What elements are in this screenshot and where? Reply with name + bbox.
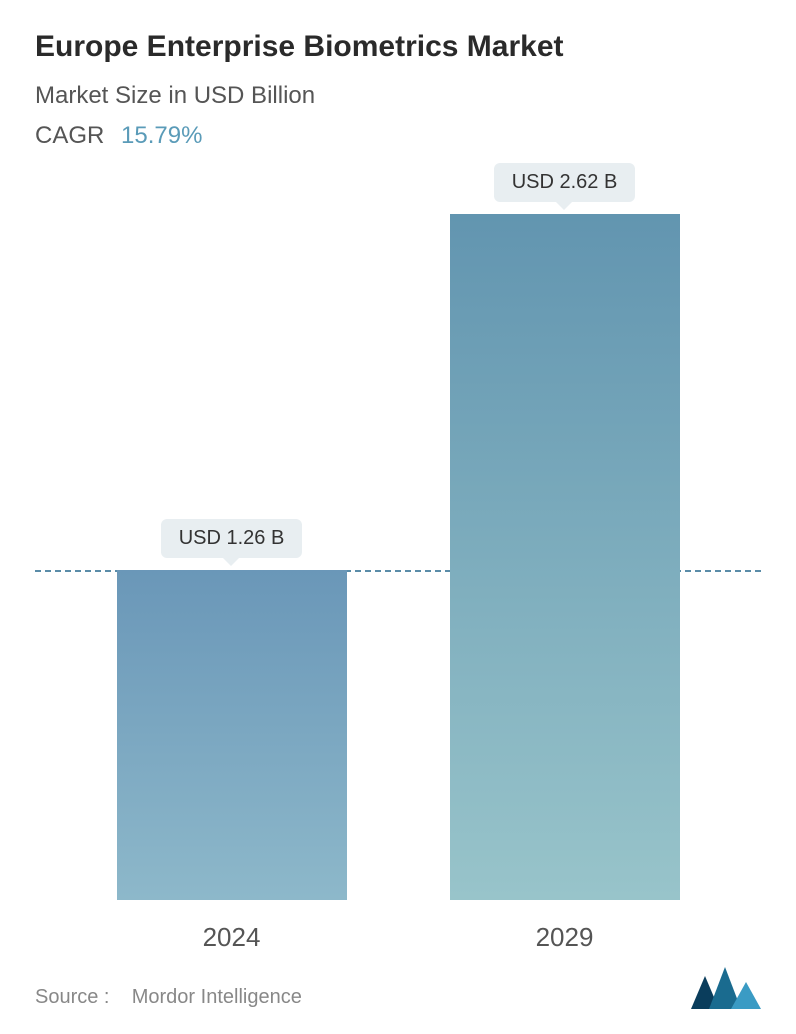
chart-area: USD 1.26 B USD 2.62 B [35, 180, 761, 900]
cagr-label: CAGR [35, 122, 104, 149]
chart-title: Europe Enterprise Biometrics Market [35, 30, 761, 64]
mordor-logo-icon [691, 964, 761, 1009]
cagr-value: 15.79% [121, 122, 202, 149]
year-label-2029: 2029 [450, 922, 680, 953]
bar-2024 [117, 570, 347, 900]
bar-group-2029: USD 2.62 B [450, 163, 680, 900]
value-label-2024: USD 1.26 B [161, 519, 303, 558]
value-label-2029: USD 2.62 B [494, 163, 636, 202]
cagr-row: CAGR 15.79% [35, 122, 761, 150]
bars-container: USD 1.26 B USD 2.62 B [35, 180, 761, 900]
source-label: Source : [35, 986, 109, 1008]
source-text: Source : Mordor Intelligence [35, 986, 302, 1009]
source-value: Mordor Intelligence [132, 986, 302, 1008]
chart-subtitle: Market Size in USD Billion [35, 82, 761, 110]
bar-group-2024: USD 1.26 B [117, 519, 347, 900]
bar-2029 [450, 214, 680, 900]
x-axis-labels: 2024 2029 [35, 900, 761, 953]
footer: Source : Mordor Intelligence [35, 964, 761, 1009]
year-label-2024: 2024 [117, 922, 347, 953]
